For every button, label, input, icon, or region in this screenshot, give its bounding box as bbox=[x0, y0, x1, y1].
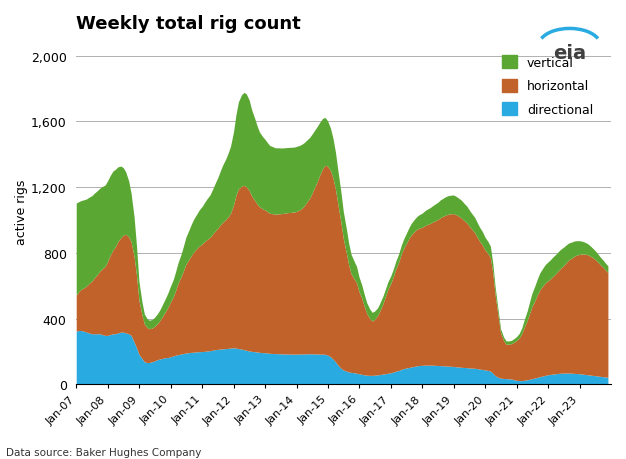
Text: Data source: Baker Hughes Company: Data source: Baker Hughes Company bbox=[6, 447, 202, 457]
Text: Weekly total rig count: Weekly total rig count bbox=[76, 15, 301, 33]
Legend: vertical, horizontal, directional: vertical, horizontal, directional bbox=[496, 50, 600, 123]
Text: eia: eia bbox=[553, 44, 586, 62]
Y-axis label: active rigs: active rigs bbox=[15, 179, 28, 245]
